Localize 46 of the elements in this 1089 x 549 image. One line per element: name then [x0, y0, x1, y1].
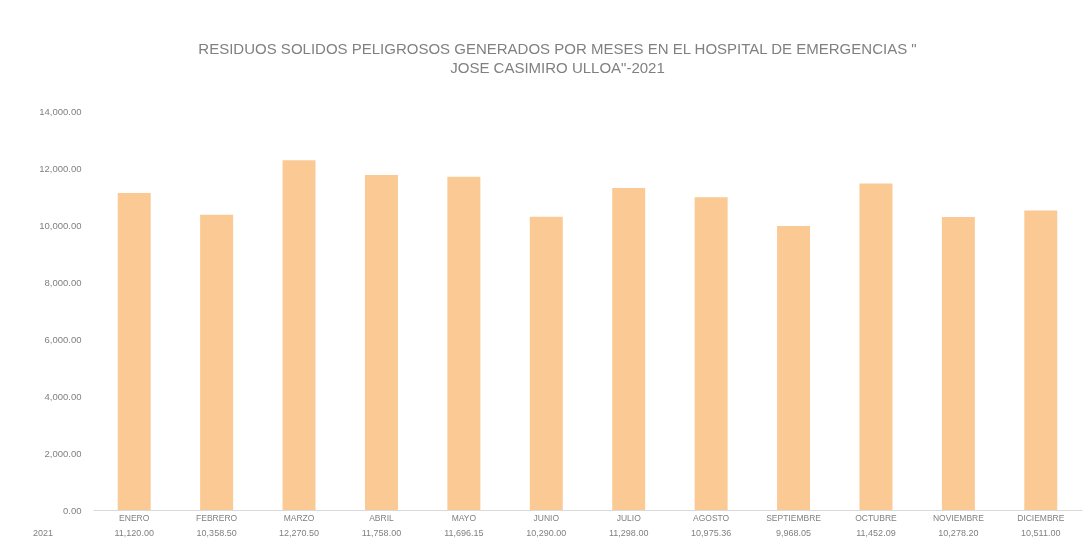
data-label: 9,968.05	[776, 528, 812, 538]
x-tick-label: FEBRERO	[196, 512, 238, 523]
data-label: 10,358.50	[196, 528, 237, 538]
y-tick-label: 0.00	[63, 504, 82, 516]
data-label: 10,278.20	[938, 528, 979, 538]
x-tick-label: JUNIO	[533, 512, 560, 523]
data-label: 11,758.00	[361, 528, 402, 538]
y-tick-label: 10,000.00	[39, 219, 82, 231]
bar	[612, 188, 646, 510]
bar	[364, 174, 398, 510]
y-tick-label: 2,000.00	[44, 447, 82, 459]
data-label: 12,270.50	[279, 528, 320, 538]
bar	[1024, 210, 1058, 510]
chart-title: RESIDUOS SOLIDOS PELIGROSOS GENERADOS POR MESES EN EL HOSPITAL DE EMERGENCIAS " JOSE CASIMIRO ULLOA"-2021	[198, 40, 917, 76]
bar	[117, 193, 151, 510]
data-label: 11,298.00	[609, 528, 649, 538]
x-tick-label: AGOSTO	[693, 512, 730, 523]
y-tick-label: 12,000.00	[39, 162, 82, 174]
y-tick-label: 4,000.00	[44, 390, 82, 402]
x-tick-label: ABRIL	[369, 512, 395, 523]
bar	[941, 217, 975, 510]
x-tick-label: MAYO	[451, 512, 477, 523]
data-label: 10,511.00	[1021, 528, 1061, 538]
bar	[777, 225, 811, 510]
data-label: 10,975.36	[691, 528, 732, 538]
x-tick-label: SEPTIEMBRE	[766, 512, 822, 523]
y-tick-label: 6,000.00	[44, 333, 82, 345]
y-tick-label: 14,000.00	[39, 105, 82, 117]
bar	[447, 176, 481, 510]
data-label: 11,452.09	[856, 528, 896, 538]
x-tick-label: ENERO	[119, 512, 150, 523]
bar	[282, 160, 316, 510]
data-label: 10,290.00	[526, 528, 567, 538]
x-tick-label: NOVIEMBRE	[932, 512, 985, 523]
x-tick-label: MARZO	[283, 512, 315, 523]
x-tick-label: JULIO	[616, 512, 642, 523]
bar	[200, 214, 234, 510]
text: 2021	[32, 528, 53, 538]
bar	[859, 183, 893, 510]
data-label: 11,120.00	[114, 528, 154, 538]
bar	[694, 197, 728, 510]
bar	[529, 216, 563, 510]
x-tick-label: OCTUBRE	[855, 512, 898, 523]
x-tick-label: DICIEMBRE	[1017, 512, 1065, 523]
y-tick-label: 8,000.00	[44, 276, 82, 288]
data-label: 11,696.15	[444, 528, 484, 538]
